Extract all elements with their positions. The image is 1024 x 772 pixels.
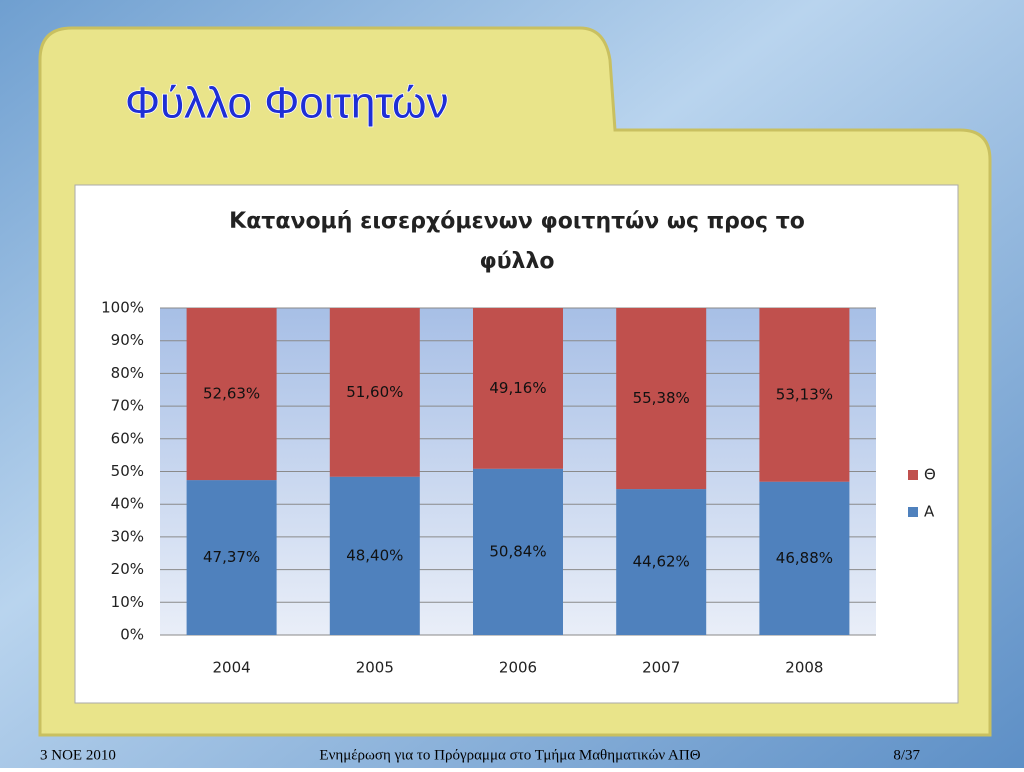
y-tick-label: 10%	[111, 593, 144, 611]
value-label: 51,60%	[346, 383, 403, 401]
footer-page: 8/37	[893, 747, 920, 763]
footer-date: 3 ΝΟΕ 2010	[40, 747, 116, 763]
y-tick-label: 20%	[111, 560, 144, 578]
bar-segment	[616, 489, 707, 635]
value-label: 46,88%	[776, 549, 833, 567]
value-label: 44,62%	[633, 553, 690, 571]
y-tick-label: 50%	[111, 462, 144, 480]
bar-segment	[473, 468, 563, 635]
value-label: 52,63%	[203, 385, 260, 403]
legend-label: Θ	[924, 466, 936, 484]
y-tick-label: 30%	[111, 527, 144, 545]
legend-swatch	[908, 470, 918, 480]
y-tick-label: 90%	[111, 331, 144, 349]
bar-segment	[186, 480, 277, 635]
value-label: 55,38%	[633, 389, 690, 407]
y-tick-label: 0%	[120, 626, 144, 644]
legend-swatch	[908, 507, 918, 517]
chart-title: φύλλο	[479, 249, 554, 274]
x-tick-label: 2005	[356, 659, 394, 677]
x-tick-label: 2004	[213, 659, 251, 677]
chart-title: Κατανομή εισερχόμενων φοιτητών ως προς τ…	[229, 209, 805, 234]
y-tick-label: 40%	[111, 495, 144, 513]
footer-text: Ενημέρωση για το Πρόγραμμα στο Τμήμα Μαθ…	[319, 747, 700, 763]
y-tick-label: 70%	[111, 397, 144, 415]
value-label: 50,84%	[489, 542, 546, 560]
y-tick-label: 80%	[111, 364, 144, 382]
value-label: 47,37%	[203, 548, 260, 566]
bar-segment	[473, 308, 563, 469]
x-tick-label: 2006	[499, 659, 537, 677]
y-tick-label: 100%	[101, 299, 144, 317]
value-label: 53,13%	[776, 385, 833, 403]
bar-segment	[759, 307, 850, 482]
y-tick-label: 60%	[111, 429, 144, 447]
bar-segment	[329, 476, 420, 635]
value-label: 49,16%	[489, 379, 546, 397]
slide-title: Φύλλο Φοιτητών	[125, 79, 449, 128]
value-label: 48,40%	[346, 546, 403, 564]
x-tick-label: 2007	[642, 659, 680, 677]
legend-label: Α	[924, 503, 935, 521]
bar-segment	[329, 308, 420, 477]
x-tick-label: 2008	[785, 659, 823, 677]
bar-segment	[759, 481, 850, 635]
bar-segment	[186, 308, 277, 481]
bar-segment	[616, 308, 707, 490]
